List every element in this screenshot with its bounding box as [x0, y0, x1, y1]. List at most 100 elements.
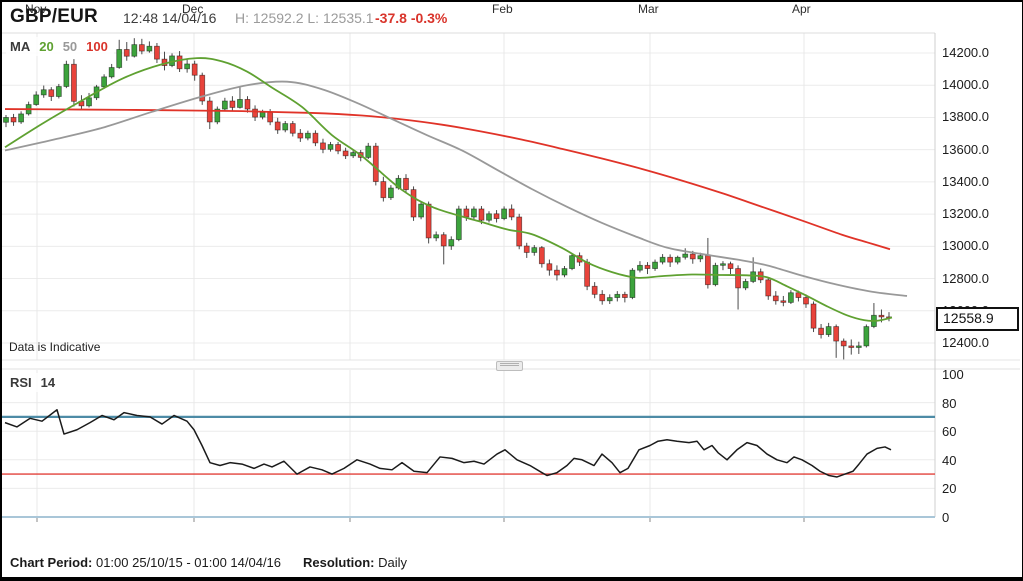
- candle-down: [704, 255, 711, 286]
- candle-down: [71, 63, 77, 102]
- candle-down: [780, 300, 787, 303]
- candle-up: [214, 108, 221, 123]
- month-label: Apr: [792, 2, 811, 16]
- candle-down: [493, 213, 500, 220]
- candle-down: [840, 340, 847, 347]
- candle-down: [267, 111, 274, 123]
- candle-down: [335, 144, 341, 152]
- candle-up: [259, 111, 266, 118]
- high-value: 12592.2: [252, 10, 304, 26]
- price-axis-label: 13200.0: [942, 206, 989, 222]
- ma-100-line: [4, 108, 891, 251]
- ma-50-legend: 50: [62, 39, 78, 54]
- price-axis-label: 13400.0: [942, 173, 989, 189]
- candle-down: [508, 208, 515, 218]
- candle-up: [659, 256, 666, 263]
- rsi-line: [4, 409, 892, 478]
- ma-20-legend: 20: [39, 39, 54, 54]
- candle-down: [667, 256, 674, 263]
- candle-down: [244, 99, 251, 110]
- resolution-value: Daily: [378, 555, 408, 570]
- candle-up: [33, 94, 40, 105]
- candle-down: [372, 145, 379, 182]
- last-price-tag: 12558.9: [936, 307, 1019, 331]
- candle-down: [410, 189, 417, 218]
- candle-up: [682, 253, 689, 258]
- candle-up: [614, 293, 621, 298]
- rsi-axis-label: 60: [942, 424, 957, 440]
- candle-down: [538, 247, 545, 265]
- candle-up: [652, 261, 658, 269]
- candle-up: [855, 345, 862, 348]
- price-change-readout: -37.8 -0.3%: [375, 10, 447, 26]
- candle-down: [123, 49, 130, 57]
- candle-up: [863, 326, 870, 347]
- rsi-period: 14: [40, 375, 56, 390]
- candle-down: [591, 285, 598, 295]
- candle-down: [403, 177, 409, 191]
- high-label: H:: [235, 10, 249, 26]
- candle-down: [252, 108, 258, 118]
- data-indicative-note: Data is Indicative: [9, 340, 101, 354]
- candle-up: [55, 86, 62, 97]
- candle-down: [154, 45, 160, 60]
- ma-50-line: [4, 80, 908, 297]
- candle-up: [365, 145, 372, 158]
- candle-down: [803, 297, 809, 305]
- rsi-legend[interactable]: RSI 14: [6, 373, 62, 392]
- candle-down: [342, 150, 349, 157]
- chart-footer: Chart Period: 01:00 25/10/15 - 01:00 14/…: [10, 555, 407, 570]
- rsi-label: RSI: [10, 375, 32, 390]
- candle-down: [765, 279, 772, 297]
- candle-down: [138, 44, 145, 52]
- candle-up: [86, 97, 92, 107]
- month-label: Feb: [492, 2, 513, 16]
- candle-down: [644, 264, 651, 269]
- quote-timestamp: 12:48 14/04/16: [123, 10, 217, 26]
- candle-down: [833, 326, 840, 342]
- candle-up: [531, 247, 538, 253]
- candle-up: [674, 256, 681, 263]
- grid-lines: [2, 32, 1020, 522]
- ma-legend[interactable]: MA 20 50 100: [6, 37, 114, 56]
- ma-20-line: [4, 57, 893, 322]
- ma-100-legend: 100: [86, 39, 108, 54]
- low-label: L:: [307, 10, 320, 26]
- rsi-axis-label: 100: [942, 367, 964, 382]
- candle-up: [825, 326, 832, 336]
- panel-splitter-handle[interactable]: [496, 361, 523, 371]
- price-axis-label: 14000.0: [942, 77, 989, 93]
- candle-down: [10, 117, 17, 123]
- resolution-label: Resolution:: [303, 555, 375, 570]
- candle-up: [304, 132, 311, 139]
- chart-period-value: 01:00 25/10/15 - 01:00 14/04/16: [95, 555, 282, 570]
- candle-up: [418, 203, 424, 218]
- price-axis-label: 13600.0: [942, 141, 989, 157]
- candle-up: [569, 255, 575, 269]
- candle-down: [621, 293, 628, 298]
- candle-up: [486, 213, 492, 221]
- candle-up: [561, 268, 568, 276]
- change-value: -37.8: [375, 10, 407, 26]
- candle-down: [478, 208, 485, 221]
- high-low-readout: H: 12592.2 L: 12535.1: [235, 10, 374, 26]
- candle-down: [199, 74, 206, 102]
- candle-down: [312, 132, 319, 144]
- rsi-axis-label: 0: [942, 510, 950, 525]
- candle-up: [116, 49, 123, 68]
- month-label: Mar: [638, 2, 659, 16]
- candle-down: [274, 121, 281, 131]
- price-axis-label: 13000.0: [942, 238, 989, 254]
- rsi-axis-label: 20: [942, 481, 957, 497]
- candle-up: [63, 63, 70, 87]
- low-value: 12535.1: [322, 10, 374, 26]
- candle-down: [48, 89, 55, 97]
- candle-up: [629, 269, 636, 298]
- candle-down: [380, 181, 387, 199]
- candle-up: [787, 292, 794, 303]
- candle-up: [606, 297, 613, 302]
- candle-down: [440, 234, 447, 247]
- candle-up: [3, 117, 9, 123]
